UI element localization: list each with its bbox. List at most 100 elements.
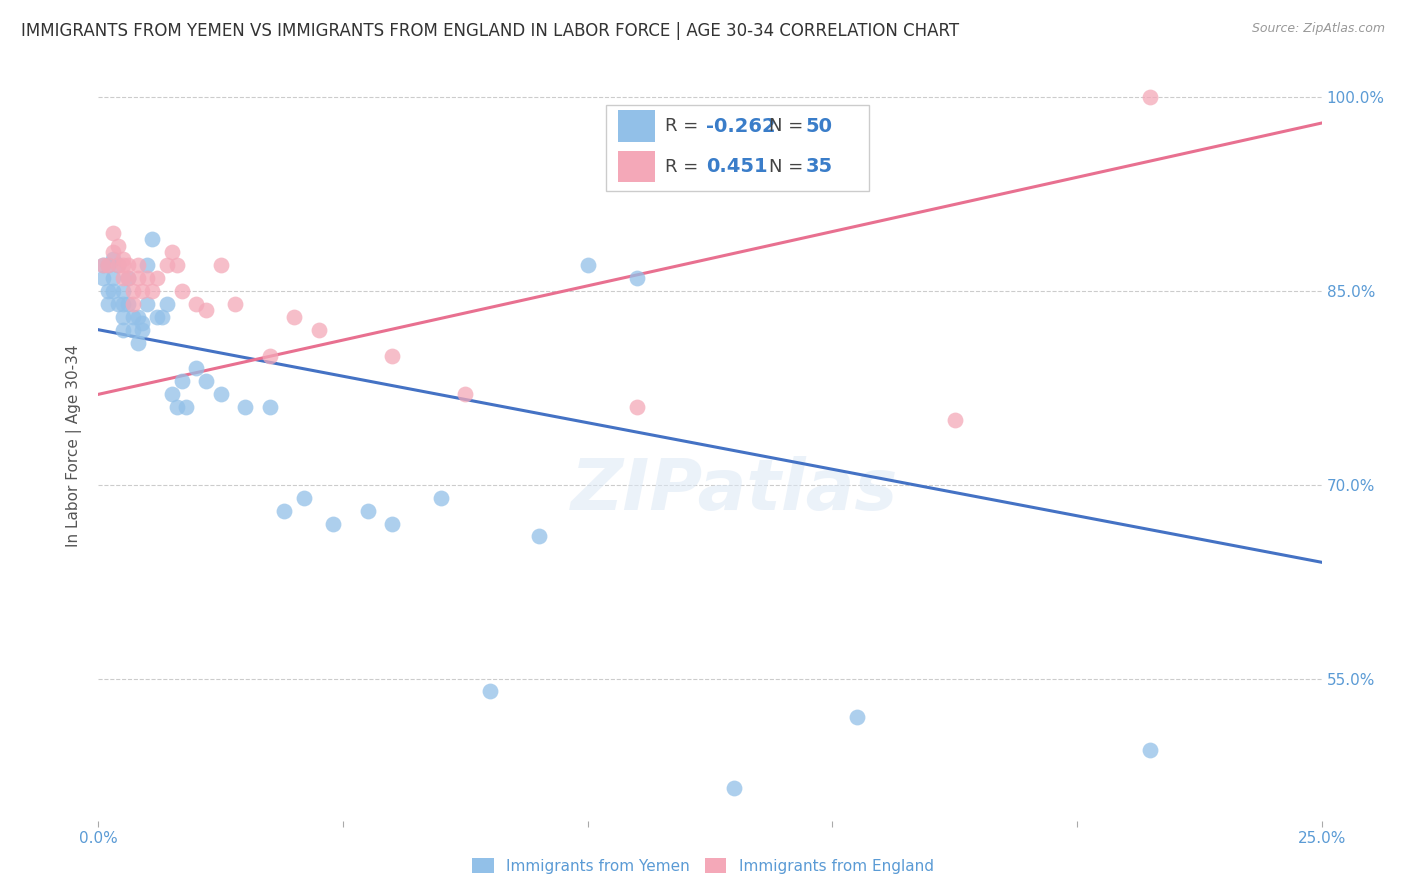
Legend: Immigrants from Yemen, Immigrants from England: Immigrants from Yemen, Immigrants from E… [467, 852, 939, 880]
Point [170, 375, 193, 389]
Y-axis label: In Labor Force | Age 30-34: In Labor Force | Age 30-34 [66, 344, 83, 548]
Point [136, 271, 159, 285]
Point [136, 258, 159, 272]
Point [166, 401, 188, 415]
Point [117, 258, 139, 272]
Point [97, 258, 120, 272]
Point [91, 258, 114, 272]
Text: N =: N = [769, 117, 808, 135]
Point [322, 516, 344, 531]
Point [111, 252, 134, 266]
Point [150, 310, 173, 324]
Point [160, 245, 183, 260]
Point [576, 258, 599, 272]
Point [943, 413, 966, 427]
Point [101, 252, 124, 266]
Point [195, 303, 218, 318]
Point [111, 310, 134, 324]
Point [454, 387, 477, 401]
Point [146, 271, 169, 285]
Point [107, 258, 129, 272]
Point [308, 323, 330, 337]
Text: Source: ZipAtlas.com: Source: ZipAtlas.com [1251, 22, 1385, 36]
Point [121, 310, 143, 324]
Point [209, 387, 232, 401]
Point [156, 258, 179, 272]
Point [209, 258, 232, 272]
Point [170, 284, 193, 298]
Point [97, 284, 120, 298]
Point [101, 284, 124, 298]
Point [224, 297, 246, 311]
Point [160, 387, 183, 401]
Point [141, 284, 163, 298]
Point [381, 516, 404, 531]
Text: IMMIGRANTS FROM YEMEN VS IMMIGRANTS FROM ENGLAND IN LABOR FORCE | AGE 30-34 CORR: IMMIGRANTS FROM YEMEN VS IMMIGRANTS FROM… [21, 22, 959, 40]
Point [283, 310, 305, 324]
Point [131, 316, 153, 330]
Point [111, 284, 134, 298]
Point [91, 258, 114, 272]
Point [121, 284, 143, 298]
Point [111, 323, 134, 337]
Point [91, 271, 114, 285]
Point [186, 297, 208, 311]
Point [430, 491, 453, 505]
Point [527, 529, 550, 543]
Point [723, 781, 745, 796]
Point [141, 232, 163, 246]
Text: 0.451: 0.451 [706, 157, 768, 176]
Point [233, 401, 256, 415]
Point [117, 271, 139, 285]
Point [127, 271, 149, 285]
Point [146, 310, 169, 324]
Point [195, 375, 218, 389]
Point [127, 335, 149, 350]
FancyBboxPatch shape [606, 105, 869, 191]
Point [626, 401, 648, 415]
Point [127, 310, 149, 324]
Point [1139, 90, 1161, 104]
Point [131, 284, 153, 298]
Point [626, 271, 648, 285]
Point [356, 503, 378, 517]
Point [111, 297, 134, 311]
Point [1139, 742, 1161, 756]
Point [478, 684, 501, 698]
Point [186, 361, 208, 376]
Text: 35: 35 [806, 157, 832, 176]
Point [101, 226, 124, 240]
Text: ZIPatlas: ZIPatlas [571, 457, 898, 525]
Point [101, 245, 124, 260]
Point [131, 323, 153, 337]
Point [97, 258, 120, 272]
Text: 50: 50 [806, 117, 832, 136]
Point [845, 710, 868, 724]
Point [117, 271, 139, 285]
Point [107, 239, 129, 253]
Point [273, 503, 295, 517]
Point [156, 297, 179, 311]
Point [176, 401, 198, 415]
Point [107, 258, 129, 272]
Text: R =: R = [665, 158, 710, 176]
Text: -0.262: -0.262 [706, 117, 776, 136]
Text: R =: R = [665, 117, 704, 135]
Point [97, 297, 120, 311]
Point [259, 401, 281, 415]
Text: N =: N = [769, 158, 808, 176]
FancyBboxPatch shape [619, 151, 655, 182]
Point [111, 271, 134, 285]
Point [136, 297, 159, 311]
Point [101, 271, 124, 285]
Point [121, 297, 143, 311]
Point [107, 297, 129, 311]
FancyBboxPatch shape [619, 111, 655, 142]
Point [121, 323, 143, 337]
Point [117, 297, 139, 311]
Point [166, 258, 188, 272]
Point [259, 349, 281, 363]
Point [111, 258, 134, 272]
Point [292, 491, 315, 505]
Point [381, 349, 404, 363]
